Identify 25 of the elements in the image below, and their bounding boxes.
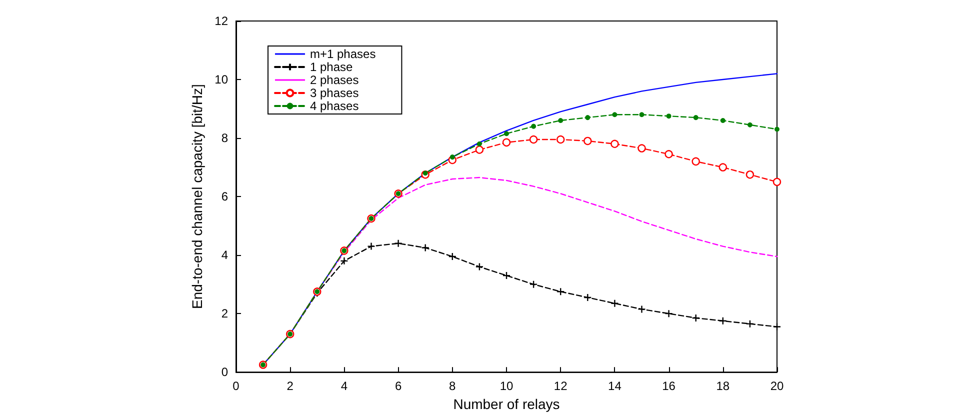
x-tick-label: 6 [394, 379, 402, 394]
y-axis-title: End-to-end channel capacity [bit/Hz] [188, 84, 205, 310]
x-tick-label: 2 [286, 379, 294, 394]
legend-label: m+1 phases [310, 47, 376, 61]
legend-label: 2 phases [310, 73, 359, 87]
y-tick-label: 12 [214, 14, 228, 28]
x-tick-label: 4 [340, 379, 348, 394]
x-tick-label: 20 [770, 379, 784, 394]
y-tick-label: 10 [214, 72, 228, 87]
x-tick-label: 8 [449, 379, 456, 394]
x-tick-label: 18 [716, 379, 730, 394]
y-tick-label: 4 [221, 248, 228, 262]
y-tick-label: 0 [221, 365, 228, 380]
legend-label: 4 phases [310, 99, 359, 113]
x-tick-label: 16 [662, 379, 676, 394]
x-tick-label: 10 [500, 379, 514, 394]
x-axis-title: Number of relays [453, 396, 560, 412]
legend-label: 3 phases [310, 86, 359, 100]
legend-label: 1 phase [310, 60, 354, 74]
x-tick-label: 0 [232, 379, 240, 394]
y-tick-label: 6 [221, 190, 228, 204]
x-tick-label: 14 [608, 379, 622, 394]
y-tick-label: 2 [221, 306, 228, 321]
x-tick-label: 12 [554, 379, 568, 394]
y-tick-label: 8 [221, 131, 228, 146]
